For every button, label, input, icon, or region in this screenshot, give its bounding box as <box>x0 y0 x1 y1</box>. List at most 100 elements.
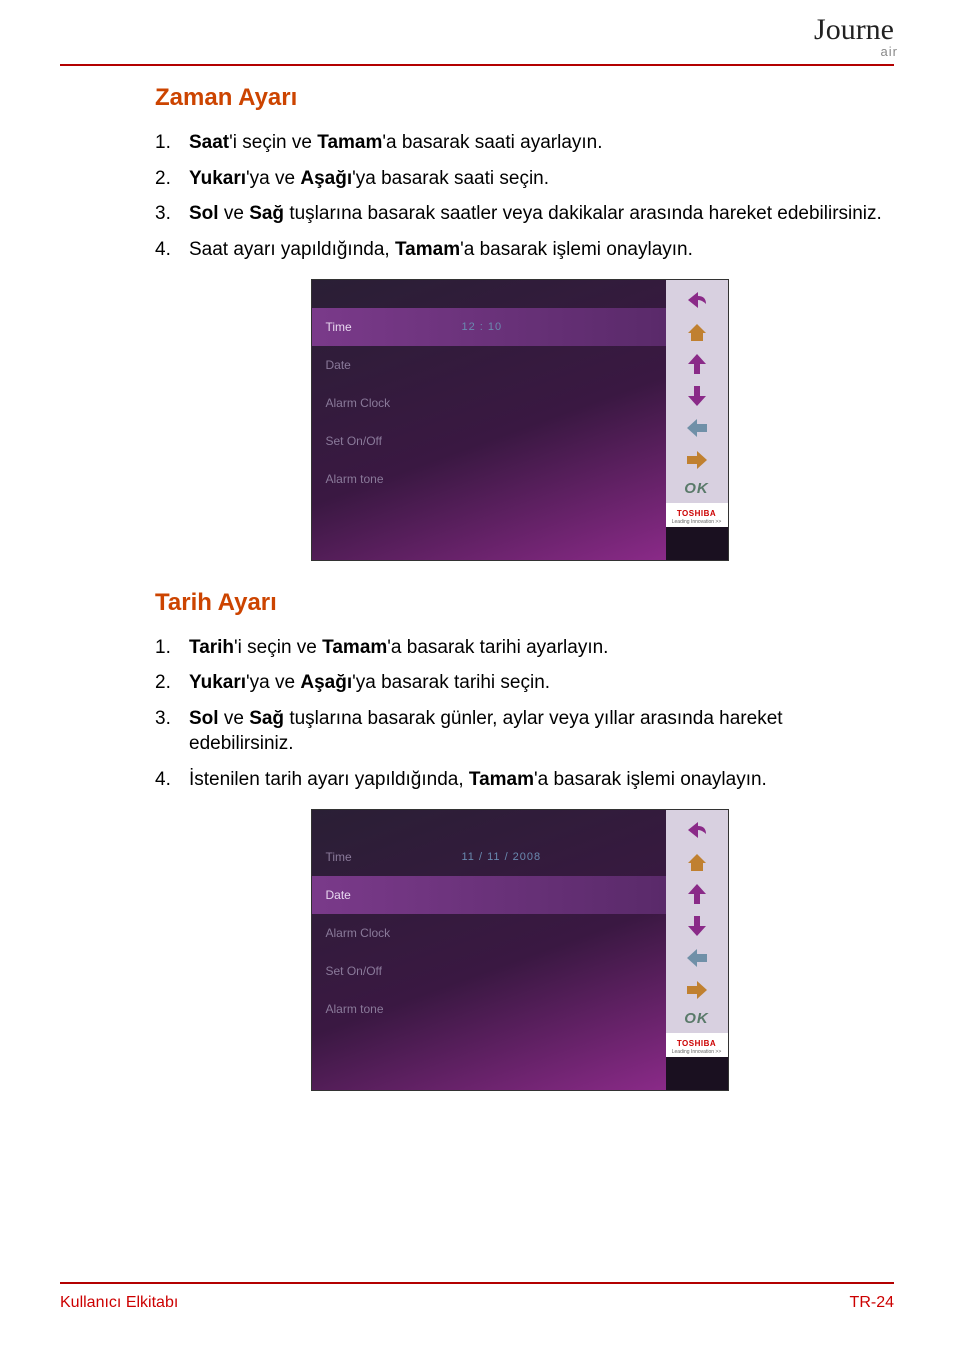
up-arrow-icon[interactable] <box>680 350 714 378</box>
step-bold: Tamam <box>469 769 534 790</box>
footer-right: TR-24 <box>850 1294 894 1312</box>
step-item: Saat'i seçin ve Tamam'a basarak saati ay… <box>155 130 884 156</box>
step-item: Sol ve Sağ tuşlarına basarak saatler vey… <box>155 201 884 227</box>
brand-text: TOSHIBA <box>666 509 728 518</box>
step-item: Yukarı'ya ve Aşağı'ya basarak saati seçi… <box>155 166 884 192</box>
device-screenshot-date: Time 11 / 11 / 2008 Date Alarm Clock Set … <box>311 809 729 1091</box>
left-arrow-icon[interactable] <box>680 944 714 972</box>
step-item: İstenilen tarih ayarı yapıldığında, Tama… <box>155 767 884 793</box>
home-icon[interactable] <box>680 318 714 346</box>
device-brand: TOSHIBA Leading Innovation >> <box>666 503 728 527</box>
steps-time: Saat'i seçin ve Tamam'a basarak saati ay… <box>155 130 884 263</box>
step-bold: Tamam <box>322 637 387 658</box>
menu-label: Set On/Off <box>326 964 382 978</box>
menu-row-set-onoff[interactable]: Set On/Off <box>312 952 666 990</box>
brand-tagline: Leading Innovation >> <box>666 519 728 525</box>
menu-row-time[interactable]: Time 11 / 11 / 2008 <box>312 838 666 876</box>
menu-row-alarm-tone[interactable]: Alarm tone <box>312 990 666 1028</box>
step-text: 'a basarak tarihi ayarlayın. <box>387 637 608 658</box>
device-button-panel: OK <box>666 810 728 1033</box>
step-text: 'ya ve <box>246 168 300 189</box>
step-bold: Tarih <box>189 637 234 658</box>
step-bold: Tamam <box>317 132 382 153</box>
ok-button[interactable]: OK <box>684 480 709 497</box>
heading-time-setting: Zaman Ayarı <box>155 84 884 112</box>
step-bold: Sağ <box>249 708 284 729</box>
device-brand: TOSHIBA Leading Innovation >> <box>666 1033 728 1057</box>
menu-label: Alarm Clock <box>326 926 391 940</box>
step-bold: Sol <box>189 203 219 224</box>
step-item: Tarih'i seçin ve Tamam'a basarak tarihi … <box>155 635 884 661</box>
step-text: ve <box>219 203 250 224</box>
step-text: ve <box>219 708 250 729</box>
menu-label: Time <box>326 320 352 334</box>
back-icon[interactable] <box>680 816 714 844</box>
menu-label: Date <box>326 888 351 902</box>
back-icon[interactable] <box>680 286 714 314</box>
device-button-panel: OK <box>666 280 728 503</box>
left-arrow-icon[interactable] <box>680 414 714 442</box>
up-arrow-icon[interactable] <box>680 880 714 908</box>
device-frame: Time 11 / 11 / 2008 Date Alarm Clock Set … <box>311 809 729 1091</box>
step-text: 'a basarak işlemi onaylayın. <box>460 239 693 260</box>
step-text: 'ya basarak tarihi seçin. <box>352 672 550 693</box>
right-arrow-icon[interactable] <box>680 976 714 1004</box>
menu-row-time[interactable]: Time 12 : 10 <box>312 308 666 346</box>
device-screen: Time12 : 10 Date Alarm Clock Set On/Off … <box>312 280 666 560</box>
device-frame: Time12 : 10 Date Alarm Clock Set On/Off … <box>311 279 729 561</box>
top-rule <box>60 64 894 66</box>
step-bold: Saat <box>189 132 229 153</box>
home-icon[interactable] <box>680 848 714 876</box>
step-bold: Sağ <box>249 203 284 224</box>
step-bold: Yukarı <box>189 672 246 693</box>
down-arrow-icon[interactable] <box>680 912 714 940</box>
step-item: Yukarı'ya ve Aşağı'ya basarak tarihi seç… <box>155 670 884 696</box>
step-text: tuşlarına basarak saatler veya dakikalar… <box>284 203 882 224</box>
page-content: Zaman Ayarı Saat'i seçin ve Tamam'a basa… <box>155 84 884 1101</box>
menu-row-alarm-clock[interactable]: Alarm Clock <box>312 384 666 422</box>
menu-row-set-onoff[interactable]: Set On/Off <box>312 422 666 460</box>
step-text: İstenilen tarih ayarı yapıldığında, <box>189 769 469 790</box>
menu-row-alarm-tone[interactable]: Alarm tone <box>312 460 666 498</box>
device-screenshot-time: Time12 : 10 Date Alarm Clock Set On/Off … <box>311 279 729 561</box>
step-bold: Sol <box>189 708 219 729</box>
step-bold: Aşağı <box>300 672 352 693</box>
step-text: 'a basarak işlemi onaylayın. <box>534 769 767 790</box>
step-text: Saat ayarı yapıldığında, <box>189 239 395 260</box>
step-text: 'i seçin ve <box>234 637 322 658</box>
step-item: Sol ve Sağ tuşlarına basarak günler, ayl… <box>155 706 884 757</box>
menu-value: 12 : 10 <box>462 321 503 333</box>
step-bold: Aşağı <box>300 168 352 189</box>
menu-row-alarm-clock[interactable]: Alarm Clock <box>312 914 666 952</box>
right-arrow-icon[interactable] <box>680 446 714 474</box>
brand-logo-sub: air <box>881 44 898 59</box>
menu-label: Alarm tone <box>326 1002 384 1016</box>
device-side-column: OK TOSHIBA Leading Innovation >> <box>666 810 728 1090</box>
heading-date-setting: Tarih Ayarı <box>155 589 884 617</box>
brand-logo: Journe <box>814 18 894 42</box>
step-bold: Tamam <box>395 239 460 260</box>
step-bold: Yukarı <box>189 168 246 189</box>
step-text: 'a basarak saati ayarlayın. <box>382 132 602 153</box>
down-arrow-icon[interactable] <box>680 382 714 410</box>
footer-left: Kullanıcı Elkitabı <box>60 1294 178 1312</box>
device-side-column: OK TOSHIBA Leading Innovation >> <box>666 280 728 560</box>
menu-row-date[interactable]: Date <box>312 876 666 914</box>
step-item: Saat ayarı yapıldığında, Tamam'a basarak… <box>155 237 884 263</box>
ok-button[interactable]: OK <box>684 1010 709 1027</box>
brand-text: TOSHIBA <box>666 1039 728 1048</box>
menu-label: Date <box>326 358 351 372</box>
step-text: 'ya basarak saati seçin. <box>352 168 549 189</box>
device-screen: Time 11 / 11 / 2008 Date Alarm Clock Set … <box>312 810 666 1090</box>
step-text: 'i seçin ve <box>229 132 317 153</box>
menu-label: Time <box>326 850 352 864</box>
menu-label: Alarm Clock <box>326 396 391 410</box>
menu-label: Alarm tone <box>326 472 384 486</box>
menu-value: 11 / 11 / 2008 <box>462 851 542 863</box>
step-text: 'ya ve <box>246 672 300 693</box>
menu-row-date[interactable]: Date <box>312 346 666 384</box>
brand-tagline: Leading Innovation >> <box>666 1049 728 1055</box>
menu-label: Set On/Off <box>326 434 382 448</box>
bottom-rule <box>60 1282 894 1284</box>
steps-date: Tarih'i seçin ve Tamam'a basarak tarihi … <box>155 635 884 793</box>
